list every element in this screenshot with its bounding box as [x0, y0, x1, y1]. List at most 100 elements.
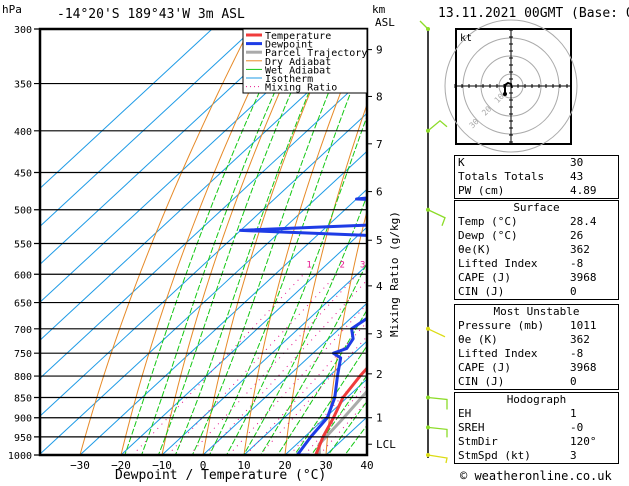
mu-row: Pressure (mb) 1011	[458, 319, 597, 332]
series-dewpoint-line	[239, 196, 367, 455]
isotherm-line	[161, 264, 367, 455]
wet-adiabat-line	[191, 29, 356, 455]
surface-panel: Surface Temp (°C) 28.4 Dewp (°C) 26 θe(K) 3…	[454, 200, 619, 300]
wet-adiabat-line	[141, 29, 304, 455]
x-tick-label: 20	[278, 459, 291, 472]
datetime-label: 13.11.2021 00GMT (Base: 00)	[438, 6, 629, 21]
most-unstable-title: Most Unstable	[493, 305, 580, 318]
wind-barb	[427, 396, 448, 410]
hodo-row: StmDir 120°	[458, 435, 597, 448]
surface-row: CAPE (J) 3968	[458, 271, 597, 284]
isotherm-line	[40, 29, 295, 265]
pressure-tick-label: 550	[14, 239, 32, 250]
km-tick-label: 2	[376, 368, 383, 381]
x-axis-title: Dewpoint / Temperature (°C)	[115, 468, 327, 483]
mu-row: θe (K) 362	[458, 333, 590, 346]
surface-row: Lifted Index -8	[458, 257, 584, 270]
legend-label-parcel: Parcel Trajectory	[265, 48, 367, 59]
isotherm-line	[40, 36, 367, 341]
pressure-tick-label: 400	[14, 127, 32, 138]
pressure-tick-label: 500	[14, 206, 32, 217]
legend-label-dewpoint: Dewpoint	[265, 40, 313, 51]
x-tick-label: 10	[237, 459, 250, 472]
isotherm-line	[40, 29, 213, 190]
plot-frame	[38, 27, 369, 457]
hodograph-unit-label: kt	[460, 33, 472, 44]
km-tick-label: 5	[376, 234, 383, 247]
surface-row: Temp (°C) 28.4	[458, 215, 597, 228]
pressure-tick-label: 350	[14, 80, 32, 91]
most-unstable-panel: Most Unstable Pressure (mb) 1011 θe (K) 36…	[454, 304, 619, 390]
mixing-ratio-line	[167, 273, 338, 455]
pressure-tick-label: 600	[14, 270, 32, 281]
mixing-ratio-label: 1	[306, 260, 311, 270]
pressure-tick-label: 750	[14, 349, 32, 360]
series-parcel-line	[317, 389, 367, 455]
wet-adiabat-line	[208, 49, 367, 455]
isotherm-line	[40, 112, 367, 417]
km-tick-label: 7	[376, 138, 383, 151]
km-tick-label: 4	[376, 280, 383, 293]
x-tick-label: −10	[152, 459, 172, 472]
wind-barb	[419, 20, 429, 30]
asl-label: ASL	[375, 16, 395, 29]
isotherm-line	[40, 29, 254, 227]
pressure-tick-label: 700	[14, 325, 32, 336]
pressure-tick-label: 900	[14, 414, 32, 425]
pressure-tick-label: 300	[14, 25, 32, 36]
hodo-row: SREH -0	[458, 421, 584, 434]
wet-adiabat-line	[157, 29, 320, 455]
surface-row: θe(K) 362	[458, 243, 590, 256]
hodograph-table-title: Hodograph	[506, 393, 567, 406]
indices-panel: K 30 Totals Totals 43 PW (cm) 4.89	[454, 155, 619, 199]
isotherm-line	[284, 378, 367, 455]
surface-title: Surface	[513, 201, 560, 214]
mixing-ratio-label: 3	[360, 260, 365, 270]
wind-barb	[427, 209, 446, 226]
series-temperature-line	[314, 366, 367, 455]
hodo-row: EH 1	[458, 407, 577, 420]
isotherm-line	[40, 150, 367, 455]
mixing-ratio-label: 4	[375, 260, 380, 270]
pressure-unit-label: hPa	[2, 3, 22, 16]
isotherm-line	[79, 188, 367, 455]
y2-axis-title: Mixing Ratio (g/kg)	[388, 211, 401, 337]
km-tick-label: 1	[376, 412, 383, 425]
hodograph-table-panel: Hodograph EH 1 SREH -0 StmDir 120° StmSpd (…	[454, 392, 619, 464]
mu-row: Lifted Index -8	[458, 347, 584, 360]
legend-label-dry_adiabat: Dry Adiabat	[265, 57, 331, 68]
copyright-label: © weatheronline.co.uk	[460, 469, 612, 483]
x-tick-label: 40	[360, 459, 373, 472]
wind-barb	[427, 328, 446, 338]
hodo-row: StmSpd (kt) 3	[458, 449, 577, 462]
hodograph-trace	[504, 81, 513, 94]
pressure-tick-label: 1000	[8, 451, 32, 462]
km-tick-label: 3	[376, 328, 383, 341]
km-tick-label: 6	[376, 186, 383, 199]
wet-adiabat-line	[225, 114, 367, 455]
mixing-ratio-label: 8	[413, 260, 418, 270]
wet-adiabat-line	[276, 308, 367, 455]
wind-barb	[427, 426, 448, 438]
km-tick-label: LCL	[376, 438, 396, 451]
isotherm-line	[120, 226, 367, 455]
index-row-totals: Totals Totals 43	[458, 170, 584, 183]
legend-label-isotherm: Isotherm	[265, 74, 313, 85]
location-title: -14°20'S 189°43'W 3m ASL	[57, 7, 245, 22]
x-tick-label: 0	[200, 459, 207, 472]
mu-row: CAPE (J) 3968	[458, 361, 597, 374]
hodograph-ring	[444, 19, 578, 153]
legend-label-temperature: Temperature	[265, 31, 331, 42]
surface-row: Dewp (°C) 26	[458, 229, 584, 242]
km-label: km	[372, 3, 386, 16]
wind-barb	[427, 119, 448, 132]
isotherm-line	[243, 340, 367, 455]
pressure-tick-label: 650	[14, 299, 32, 310]
legend-label-wet_adiabat: Wet Adiabat	[265, 65, 331, 76]
x-tick-label: 30	[319, 459, 332, 472]
x-tick-label: −30	[70, 459, 90, 472]
legend-label-mixing_ratio: Mixing Ratio	[265, 83, 337, 94]
wet-adiabat-line	[174, 29, 337, 455]
